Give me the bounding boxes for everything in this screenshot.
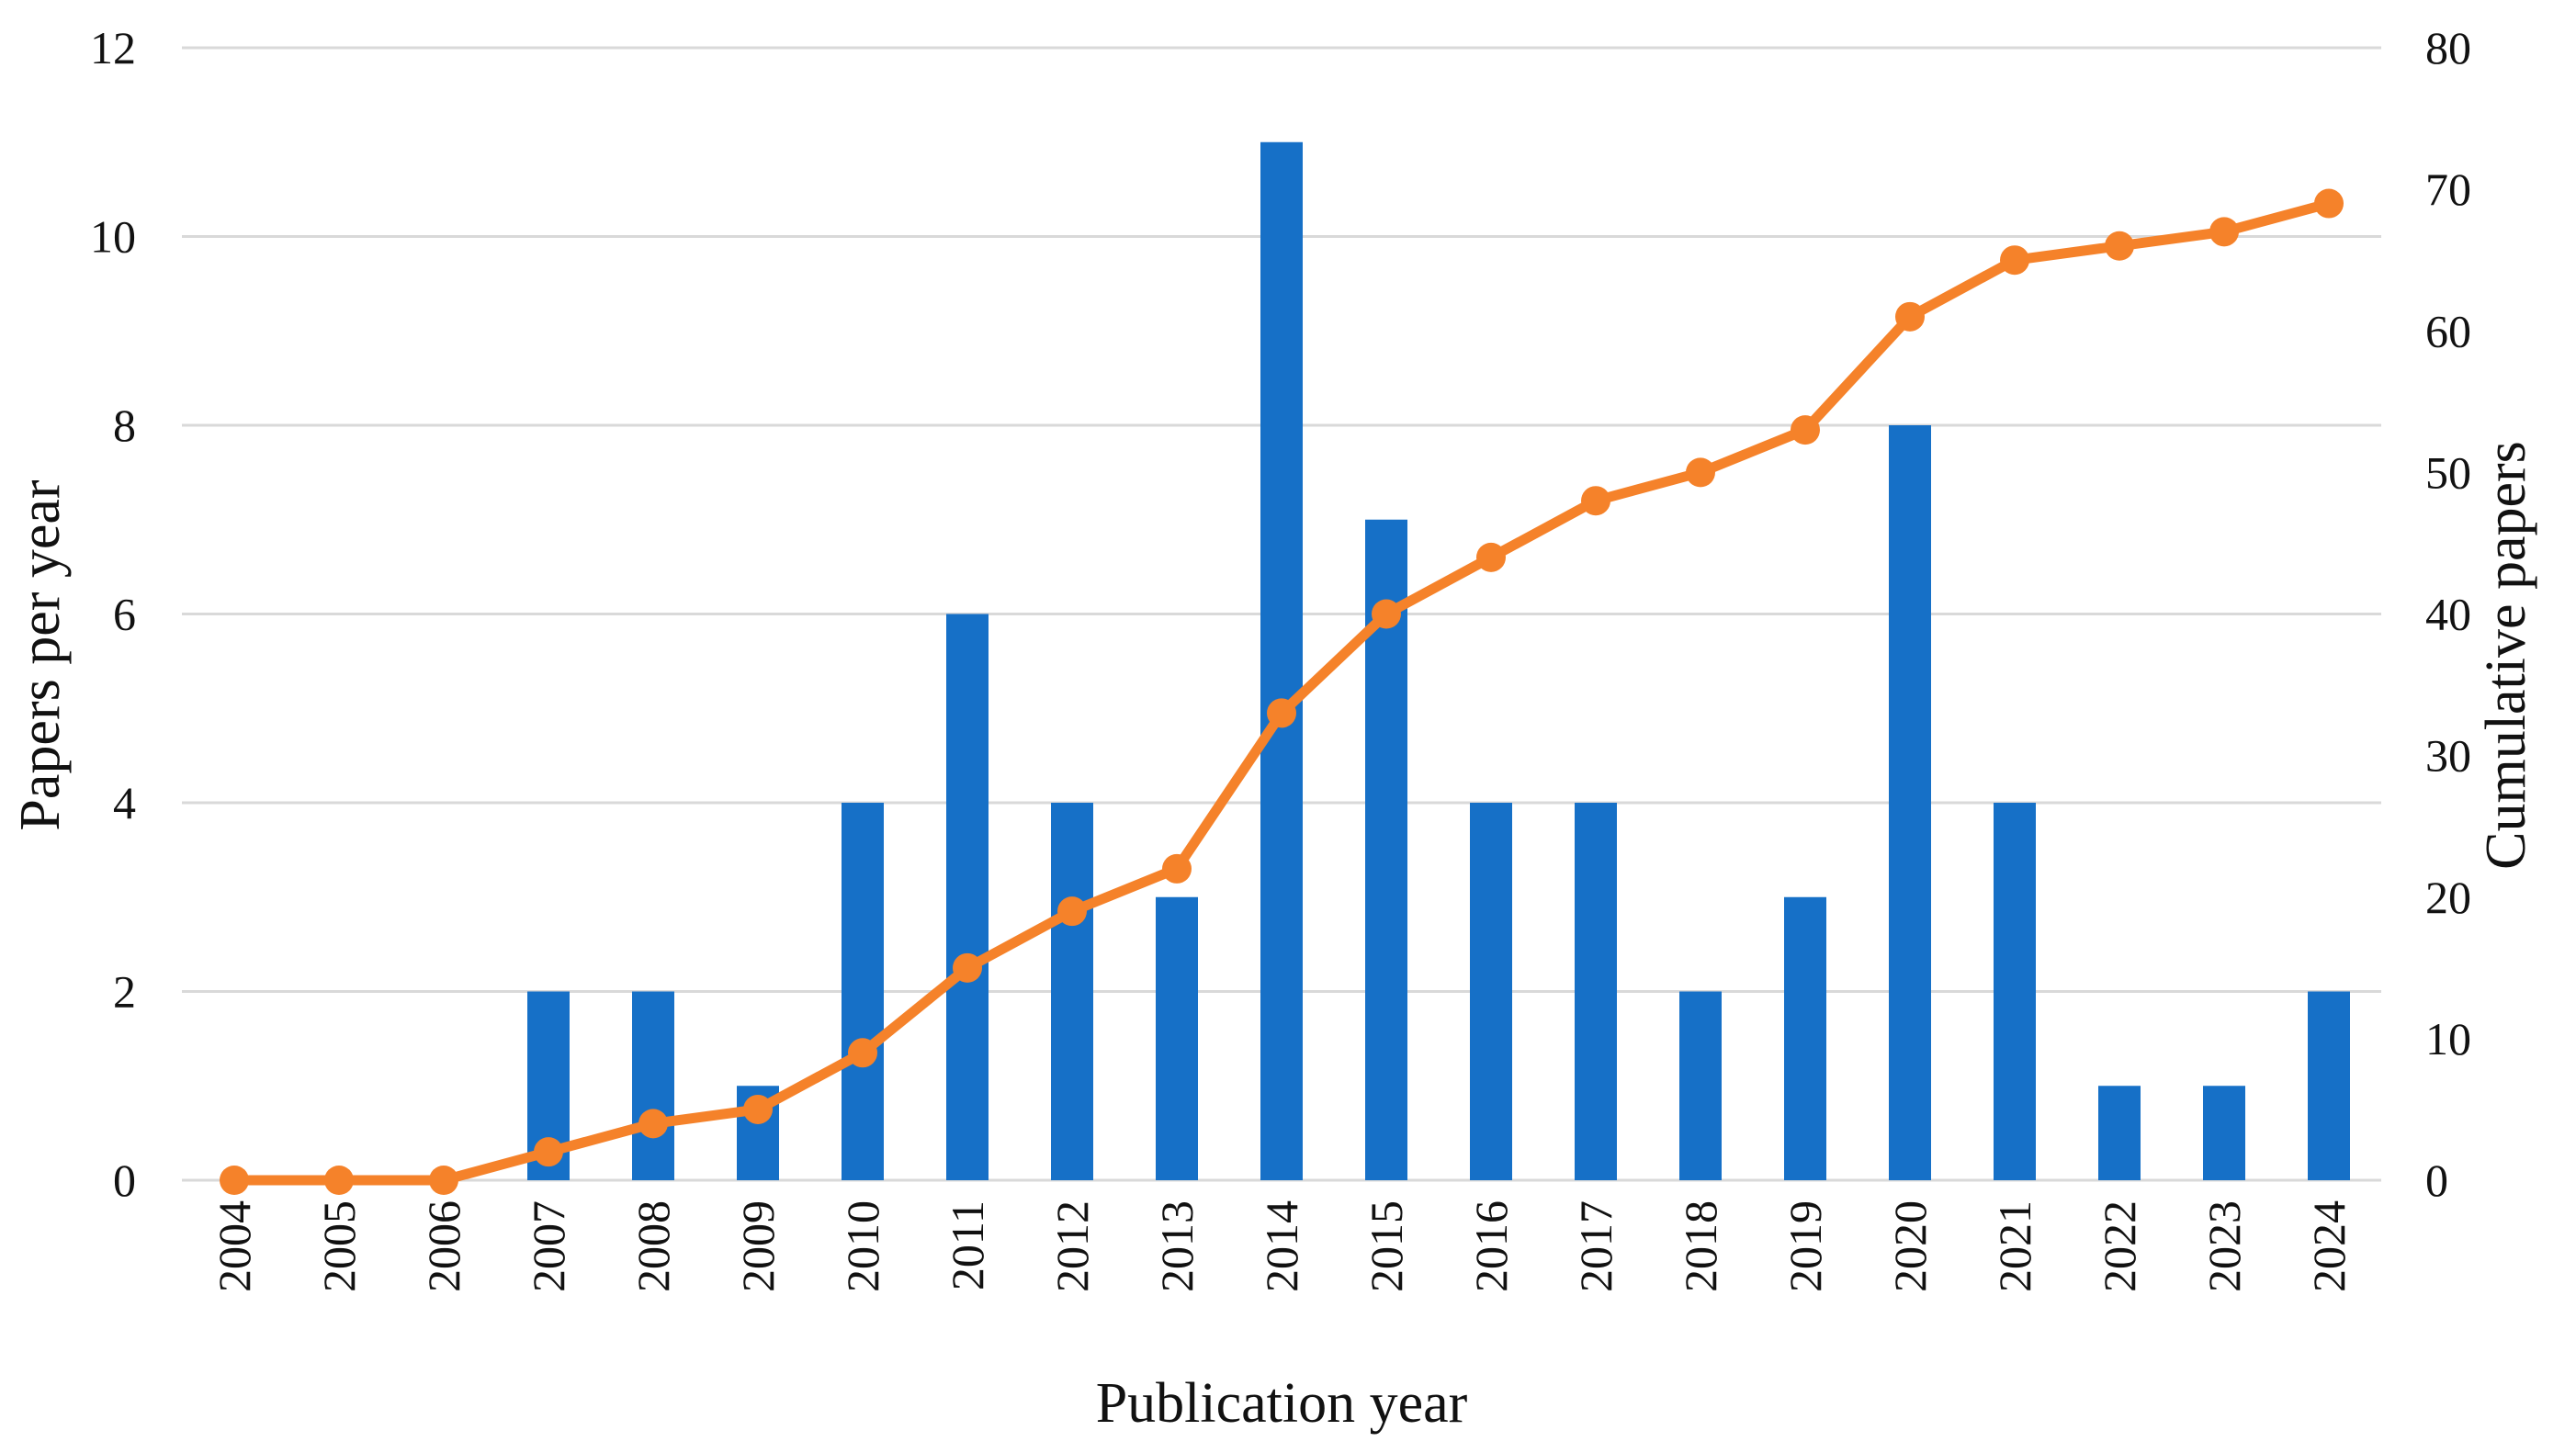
x-tick-label: 2020 xyxy=(1884,1200,1936,1292)
cumulative-point xyxy=(1267,698,1296,728)
x-tick-label: 2023 xyxy=(2198,1200,2250,1292)
bar xyxy=(632,991,674,1180)
y-right-tick-label: 50 xyxy=(2425,446,2471,498)
x-tick-label: 2024 xyxy=(2303,1200,2355,1292)
cumulative-point xyxy=(638,1109,668,1139)
cumulative-point xyxy=(2209,217,2239,247)
cumulative-point xyxy=(1372,599,1401,629)
cumulative-markers xyxy=(220,188,2344,1195)
x-axis-ticks: 2004 2005 2006 2007 2008 2009 2010 2011 2012 2013… xyxy=(209,1200,2355,1292)
x-tick-label: 2013 xyxy=(1151,1200,1203,1292)
y-axis-left-ticks: 0 2 4 6 8 10 12 xyxy=(90,22,136,1206)
cumulative-point xyxy=(1476,542,1506,572)
y-right-tick-label: 70 xyxy=(2425,163,2471,215)
bar xyxy=(1470,803,1512,1180)
x-tick-label: 2018 xyxy=(1675,1200,1726,1292)
bar-series xyxy=(527,141,2350,1180)
cumulative-point xyxy=(2000,245,2029,276)
y-axis-right-ticks: 0 10 20 30 40 50 60 70 80 xyxy=(2425,22,2471,1206)
bar xyxy=(1260,141,1303,1180)
cumulative-point xyxy=(1895,301,1925,332)
y-right-tick-label: 80 xyxy=(2425,22,2471,73)
x-tick-label: 2004 xyxy=(209,1200,260,1292)
cumulative-point xyxy=(2105,231,2134,261)
y-left-tick-label: 0 xyxy=(113,1155,136,1206)
x-tick-label: 2005 xyxy=(313,1200,365,1292)
x-tick-label: 2007 xyxy=(523,1200,574,1292)
bar xyxy=(1051,803,1093,1180)
bar xyxy=(946,614,989,1180)
bar xyxy=(2308,991,2350,1180)
x-tick-label: 2022 xyxy=(2094,1200,2145,1292)
cumulative-point xyxy=(2314,188,2344,219)
y-right-tick-label: 60 xyxy=(2425,305,2471,356)
y-axis-left-title: Papers per year xyxy=(9,479,72,830)
x-tick-label: 2021 xyxy=(1989,1200,2040,1292)
y-left-tick-label: 10 xyxy=(90,211,136,263)
x-tick-label: 2017 xyxy=(1570,1200,1621,1292)
cumulative-point xyxy=(324,1166,354,1195)
x-tick-label: 2009 xyxy=(732,1200,784,1292)
x-tick-label: 2014 xyxy=(1256,1200,1307,1292)
cumulative-point xyxy=(1057,896,1087,927)
y-left-tick-label: 6 xyxy=(113,589,136,640)
bar xyxy=(2203,1086,2245,1180)
x-tick-label: 2010 xyxy=(837,1200,888,1292)
y-left-tick-label: 4 xyxy=(113,777,136,828)
y-right-tick-label: 20 xyxy=(2425,872,2471,923)
bar xyxy=(1784,896,1826,1180)
x-tick-label: 2016 xyxy=(1465,1200,1517,1292)
cumulative-point xyxy=(1162,853,1192,884)
y-left-tick-label: 12 xyxy=(90,22,136,73)
cumulative-point xyxy=(953,952,982,983)
cumulative-point xyxy=(1581,486,1610,516)
x-axis-title: Publication year xyxy=(1096,1372,1468,1435)
bar xyxy=(842,803,884,1180)
cumulative-point xyxy=(1686,457,1715,488)
cumulative-point xyxy=(220,1166,249,1195)
bar xyxy=(1575,803,1617,1180)
y-left-tick-label: 2 xyxy=(113,966,136,1018)
cumulative-point xyxy=(1791,415,1820,445)
x-tick-label: 2006 xyxy=(418,1200,469,1292)
bar xyxy=(1889,425,1931,1180)
cumulative-point xyxy=(743,1094,773,1124)
y-right-tick-label: 40 xyxy=(2425,589,2471,640)
x-tick-label: 2015 xyxy=(1361,1200,1412,1292)
bar xyxy=(2098,1086,2141,1180)
cumulative-point xyxy=(429,1166,458,1195)
cumulative-point xyxy=(848,1038,877,1068)
bar xyxy=(1679,991,1722,1180)
x-tick-label: 2012 xyxy=(1046,1200,1098,1292)
y-axis-right-title: Cumulative papers xyxy=(2475,441,2537,870)
cumulative-point xyxy=(534,1137,563,1167)
bar xyxy=(1994,803,2036,1180)
x-tick-label: 2011 xyxy=(942,1200,993,1290)
y-left-tick-label: 8 xyxy=(113,400,136,451)
y-right-tick-label: 0 xyxy=(2425,1155,2448,1206)
bar xyxy=(1156,896,1198,1180)
y-right-tick-label: 10 xyxy=(2425,1013,2471,1064)
x-tick-label: 2019 xyxy=(1779,1200,1831,1292)
x-tick-label: 2008 xyxy=(627,1200,679,1292)
y-right-tick-label: 30 xyxy=(2425,730,2471,782)
